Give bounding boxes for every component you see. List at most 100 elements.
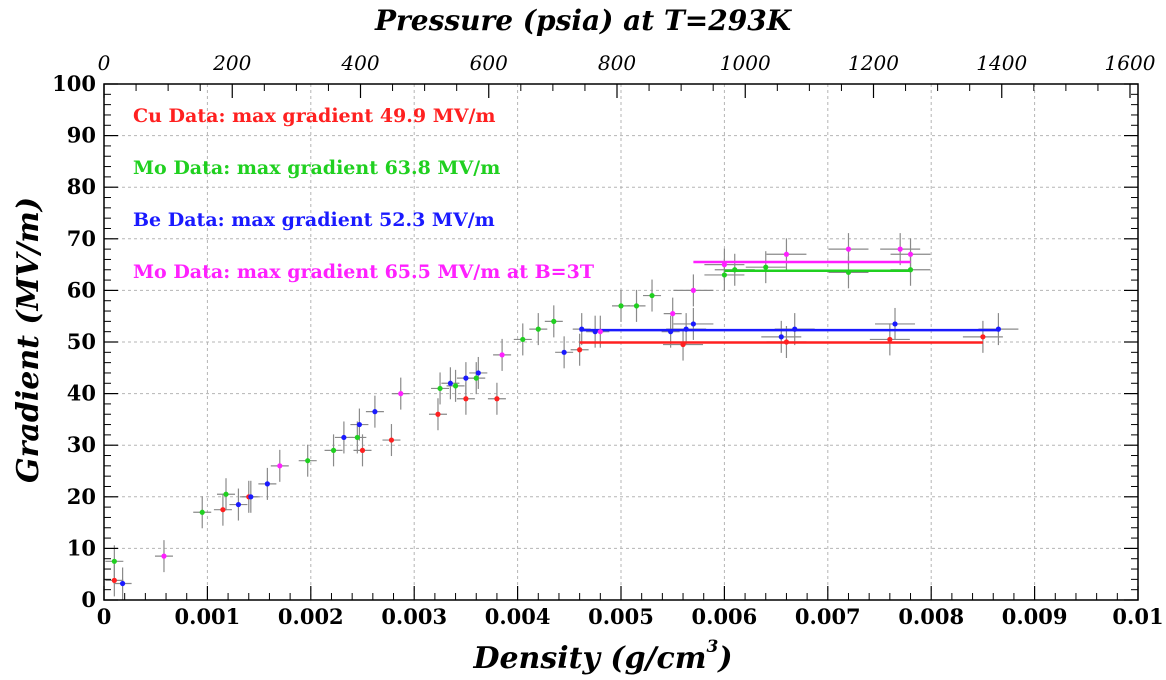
data-point bbox=[277, 463, 283, 469]
data-point bbox=[633, 303, 640, 309]
data-point bbox=[435, 411, 441, 417]
legend-label: Mo Data bbox=[133, 157, 223, 179]
data-point bbox=[463, 396, 469, 402]
legend-entry: Mo Data: max gradient 63.8 MV/m bbox=[133, 157, 500, 179]
data-point bbox=[499, 352, 505, 358]
data-point bbox=[897, 246, 903, 252]
data-point bbox=[783, 339, 790, 345]
y-tick-label: 10 bbox=[67, 535, 96, 560]
legend: Cu Data: max gradient 49.9 MV/mMo Data: … bbox=[133, 105, 594, 283]
data-point bbox=[359, 447, 366, 453]
x-tick-label: 0.002 bbox=[278, 604, 344, 629]
data-point bbox=[649, 292, 655, 299]
legend-entry: Be Data: max gradient 52.3 MV/m bbox=[133, 209, 495, 231]
data-point bbox=[354, 434, 360, 441]
data-point bbox=[887, 336, 893, 343]
data-point bbox=[670, 311, 676, 317]
x-tick-label: 0.004 bbox=[485, 604, 551, 629]
data-point bbox=[341, 434, 347, 441]
data-point bbox=[235, 501, 242, 508]
data-point bbox=[845, 246, 852, 252]
y-tick-label: 30 bbox=[67, 432, 96, 457]
data-point bbox=[473, 375, 479, 381]
data-point bbox=[520, 336, 526, 343]
y-tick-label: 0 bbox=[81, 587, 96, 612]
legend-text: : max gradient 63.8 MV/m bbox=[223, 157, 500, 179]
data-point bbox=[248, 494, 254, 500]
data-point bbox=[356, 421, 362, 428]
top-tick-label: 800 bbox=[598, 51, 636, 75]
data-point bbox=[778, 334, 784, 340]
legend-label: Cu Data bbox=[133, 105, 218, 127]
top-tick-label: 1000 bbox=[720, 51, 771, 75]
x-axis-label-end: ) bbox=[716, 641, 732, 676]
y-tick-label: 90 bbox=[67, 123, 96, 148]
data-point bbox=[561, 349, 567, 355]
data-point bbox=[330, 447, 337, 453]
x-tick-label: 0.005 bbox=[588, 604, 654, 629]
data-point bbox=[199, 509, 205, 515]
data-point bbox=[763, 264, 769, 270]
x-axis-label-sup: 3 bbox=[707, 637, 719, 657]
x-axis-label: Density (g/cm3) bbox=[472, 637, 732, 676]
y-tick-label: 80 bbox=[67, 174, 96, 199]
data-point bbox=[690, 321, 696, 327]
legend-entry: Cu Data: max gradient 49.9 MV/m bbox=[133, 105, 496, 127]
data-point bbox=[398, 391, 404, 397]
chart-title: Pressure (psia) at T=293K bbox=[374, 4, 793, 37]
data-point bbox=[120, 580, 126, 587]
x-tick-label: 0.009 bbox=[1002, 604, 1068, 629]
axis-ticks: 0 0.001 0.002 0.003 0.004 0.005 0.006 0.007 0.00… bbox=[52, 51, 1163, 629]
data-point bbox=[732, 267, 738, 273]
data-point bbox=[907, 251, 914, 257]
y-tick-label: 50 bbox=[67, 329, 96, 354]
data-point bbox=[907, 267, 914, 273]
x-axis-label-main: Density (g/cm bbox=[472, 641, 706, 676]
data-point bbox=[535, 326, 541, 332]
data-point bbox=[494, 396, 500, 402]
x-tick-label: 0.008 bbox=[898, 604, 964, 629]
data-point bbox=[111, 577, 117, 583]
data-point bbox=[995, 326, 1002, 332]
data-point bbox=[597, 329, 603, 335]
data-point bbox=[452, 383, 459, 389]
data-point bbox=[683, 326, 689, 332]
x-tick-label: 0.003 bbox=[381, 604, 447, 629]
data-point bbox=[577, 347, 583, 353]
legend-text: : max gradient 65.5 MV/m at B=3T bbox=[223, 261, 594, 283]
data-point bbox=[475, 370, 481, 376]
data-point bbox=[551, 318, 557, 324]
legend-entry: Mo Data: max gradient 65.5 MV/m at B=3T bbox=[133, 261, 594, 283]
data-point bbox=[388, 437, 395, 443]
y-tick-label: 40 bbox=[67, 381, 96, 406]
data-point bbox=[668, 329, 674, 335]
data-point bbox=[305, 458, 311, 464]
data-point bbox=[783, 251, 790, 257]
y-tick-label: 70 bbox=[67, 226, 96, 251]
data-point bbox=[437, 385, 443, 392]
x-tick-label: 0.01 bbox=[1112, 604, 1163, 629]
data-point bbox=[845, 269, 852, 275]
data-point bbox=[161, 553, 167, 559]
data-point bbox=[220, 507, 226, 513]
top-tick-label: 1200 bbox=[848, 51, 899, 75]
data-point bbox=[680, 341, 686, 348]
data-point bbox=[690, 287, 696, 293]
y-tick-label: 20 bbox=[67, 484, 96, 509]
top-tick-label: 0 bbox=[98, 51, 111, 75]
data-point bbox=[447, 380, 453, 386]
data-point bbox=[111, 558, 117, 564]
x-tick-label: 0 bbox=[97, 604, 112, 629]
top-tick-label: 200 bbox=[212, 51, 251, 75]
data-point bbox=[721, 262, 728, 268]
data-point bbox=[980, 334, 986, 340]
data-point bbox=[579, 326, 585, 332]
x-tick-label: 0.007 bbox=[795, 604, 861, 629]
top-tick-label: 400 bbox=[340, 51, 379, 75]
data-point bbox=[463, 375, 469, 381]
data-point bbox=[892, 321, 898, 327]
x-tick-label: 0.006 bbox=[692, 604, 758, 629]
top-tick-label: 600 bbox=[470, 51, 508, 75]
